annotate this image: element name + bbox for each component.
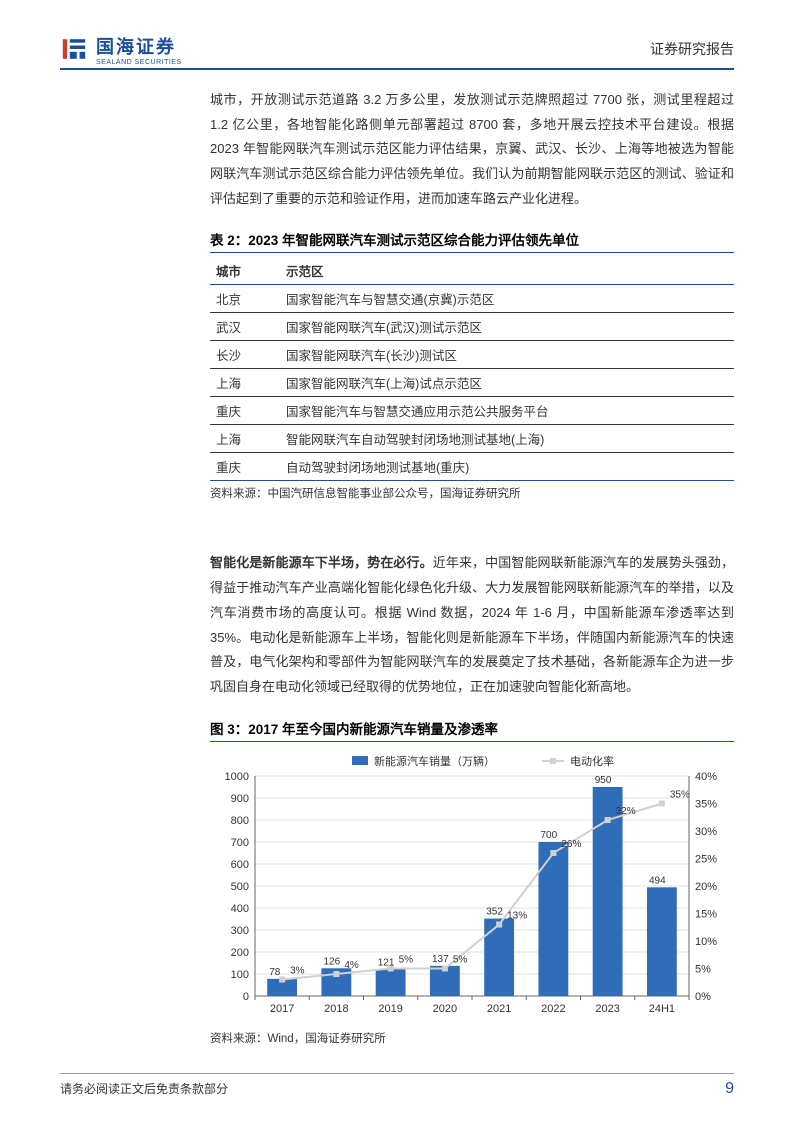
table-cell: 长沙: [210, 341, 280, 369]
svg-text:电动化率: 电动化率: [570, 754, 614, 768]
svg-text:0%: 0%: [695, 991, 711, 1003]
svg-text:4%: 4%: [344, 960, 359, 971]
svg-text:35%: 35%: [670, 789, 690, 800]
logo-cn: 国海证券: [96, 33, 182, 59]
paragraph-1: 城市，开放测试示范道路 3.2 万多公里，发放测试示范牌照超过 7700 张，测…: [210, 88, 734, 211]
svg-text:700: 700: [540, 830, 557, 841]
svg-text:25%: 25%: [695, 853, 717, 865]
svg-text:15%: 15%: [695, 908, 717, 920]
svg-text:2018: 2018: [324, 1003, 348, 1015]
svg-text:700: 700: [231, 837, 249, 849]
table-row: 重庆自动驾驶封闭场地测试基地(重庆): [210, 453, 734, 481]
page-container: 国海证券 SEALAND SECURITIES 证券研究报告 城市，开放测试示范…: [0, 0, 794, 1123]
para2-rest: 近年来，中国智能网联新能源汽车的发展势头强劲，得益于推动汽车产业高端化智能化绿色…: [210, 555, 734, 693]
table2-col-1: 示范区: [280, 257, 734, 285]
table-cell: 智能网联汽车自动驾驶封闭场地测试基地(上海): [280, 425, 734, 453]
chart3-source: 资料来源：Wind，国海证券研究所: [210, 1030, 734, 1046]
svg-text:新能源汽车销量（万辆）: 新能源汽车销量（万辆）: [374, 754, 495, 768]
svg-text:2023: 2023: [595, 1003, 619, 1015]
para2-bold: 智能化是新能源车下半场，势在必行。: [210, 555, 433, 570]
svg-text:400: 400: [231, 903, 249, 915]
svg-text:5%: 5%: [695, 963, 711, 975]
svg-text:600: 600: [231, 859, 249, 871]
table2: 城市示范区 北京国家智能汽车与智慧交通(京冀)示范区武汉国家智能网联汽车(武汉)…: [210, 257, 734, 481]
svg-text:500: 500: [231, 881, 249, 893]
svg-text:0: 0: [243, 991, 249, 1003]
svg-text:100: 100: [231, 969, 249, 981]
svg-text:2022: 2022: [541, 1003, 565, 1015]
svg-text:20%: 20%: [695, 881, 717, 893]
svg-text:126: 126: [323, 956, 340, 967]
svg-text:35%: 35%: [695, 798, 717, 810]
svg-text:3%: 3%: [290, 965, 305, 976]
table-row: 长沙国家智能网联汽车(长沙)测试区: [210, 341, 734, 369]
table-cell: 国家智能汽车与智慧交通(京冀)示范区: [280, 285, 734, 313]
table-cell: 重庆: [210, 397, 280, 425]
svg-text:24H1: 24H1: [649, 1003, 675, 1015]
page-footer: 请务必阅读正文后免责条款部分 9: [60, 1073, 734, 1098]
svg-text:26%: 26%: [561, 839, 581, 850]
svg-text:32%: 32%: [616, 806, 636, 817]
svg-text:352: 352: [486, 906, 503, 917]
table-cell: 武汉: [210, 313, 280, 341]
report-type: 证券研究报告: [650, 39, 734, 59]
table-cell: 国家智能网联汽车(武汉)测试示范区: [280, 313, 734, 341]
svg-text:2020: 2020: [433, 1003, 457, 1015]
logo-text: 国海证券 SEALAND SECURITIES: [96, 33, 182, 66]
svg-text:13%: 13%: [507, 910, 527, 921]
chart3-title: 图 3：2017 年至今国内新能源汽车销量及渗透率: [210, 718, 734, 742]
svg-text:30%: 30%: [695, 826, 717, 838]
table-cell: 国家智能网联汽车(上海)试点示范区: [280, 369, 734, 397]
table-cell: 北京: [210, 285, 280, 313]
page-header: 国海证券 SEALAND SECURITIES 证券研究报告: [60, 30, 734, 70]
table-cell: 上海: [210, 369, 280, 397]
paragraph-2: 智能化是新能源车下半场，势在必行。近年来，中国智能网联新能源汽车的发展势头强劲，…: [210, 551, 734, 699]
table2-title: 表 2：2023 年智能网联汽车测试示范区综合能力评估领先单位: [210, 229, 734, 253]
table-cell: 自动驾驶封闭场地测试基地(重庆): [280, 453, 734, 481]
svg-text:494: 494: [649, 875, 666, 886]
svg-text:137: 137: [432, 953, 449, 964]
chart3-container: 新能源汽车销量（万辆） 电动化率 0 100 200 300 400 500 600 700 800…: [210, 746, 734, 1026]
svg-text:800: 800: [231, 815, 249, 827]
svg-text:1000: 1000: [225, 771, 249, 783]
footer-page-number: 9: [725, 1080, 734, 1098]
svg-text:300: 300: [231, 925, 249, 937]
table-cell: 国家智能网联汽车(长沙)测试区: [280, 341, 734, 369]
svg-text:5%: 5%: [399, 954, 414, 965]
table-row: 重庆国家智能汽车与智慧交通应用示范公共服务平台: [210, 397, 734, 425]
company-logo: 国海证券 SEALAND SECURITIES: [60, 33, 182, 66]
svg-text:950: 950: [595, 775, 612, 786]
svg-text:2019: 2019: [378, 1003, 402, 1015]
svg-text:900: 900: [231, 793, 249, 805]
svg-text:2021: 2021: [487, 1003, 511, 1015]
logo-en: SEALAND SECURITIES: [96, 59, 182, 66]
table2-source: 资料来源：中国汽研信息智能事业部公众号，国海证券研究所: [210, 485, 734, 501]
table-row: 上海国家智能网联汽车(上海)试点示范区: [210, 369, 734, 397]
table-row: 北京国家智能汽车与智慧交通(京冀)示范区: [210, 285, 734, 313]
table-cell: 国家智能汽车与智慧交通应用示范公共服务平台: [280, 397, 734, 425]
table-cell: 上海: [210, 425, 280, 453]
table-cell: 重庆: [210, 453, 280, 481]
logo-icon: [60, 35, 88, 63]
svg-text:40%: 40%: [695, 771, 717, 783]
svg-text:10%: 10%: [695, 936, 717, 948]
table-row: 武汉国家智能网联汽车(武汉)测试示范区: [210, 313, 734, 341]
svg-text:78: 78: [269, 966, 281, 977]
table-row: 上海智能网联汽车自动驾驶封闭场地测试基地(上海): [210, 425, 734, 453]
table2-col-0: 城市: [210, 257, 280, 285]
svg-text:2017: 2017: [270, 1003, 294, 1015]
svg-text:200: 200: [231, 947, 249, 959]
footer-disclaimer: 请务必阅读正文后免责条款部分: [60, 1080, 228, 1098]
svg-text:5%: 5%: [453, 954, 468, 965]
chart3-svg: 新能源汽车销量（万辆） 电动化率 0 100 200 300 400 500 600 700 800…: [210, 746, 734, 1026]
